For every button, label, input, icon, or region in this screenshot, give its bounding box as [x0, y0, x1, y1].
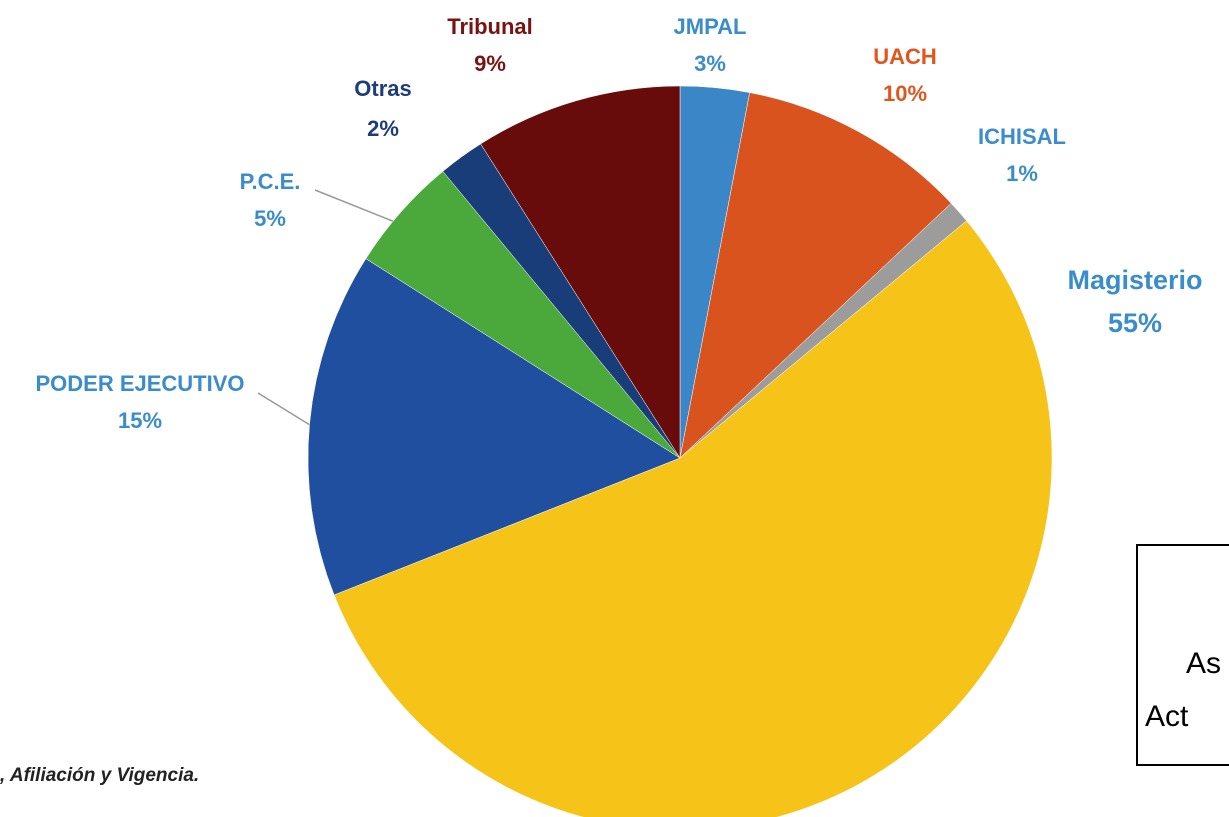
slice-value: 15% [118, 408, 162, 433]
slice-value: 5% [254, 206, 286, 231]
pie-slice [333, 220, 1053, 817]
slice-label: Magisterio [1067, 265, 1202, 295]
leader-line [314, 189, 396, 223]
source-note: , Afiliación y Vigencia. [0, 765, 199, 786]
slice-value: 1% [1006, 161, 1038, 186]
slice-label: P.C.E. [240, 169, 301, 194]
slice-value: 10% [883, 81, 927, 106]
pie-slice [307, 258, 681, 596]
slice-value: 3% [694, 51, 726, 76]
info-box [1136, 544, 1229, 766]
box-text: As [1186, 647, 1221, 680]
slice-value: 2% [367, 116, 399, 141]
slice-label: ICHISAL [978, 124, 1066, 149]
pie-slice [480, 85, 681, 459]
leader-line [257, 392, 311, 426]
slice-value: 9% [474, 51, 506, 76]
pie-slice [679, 92, 952, 459]
slice-label: PODER EJECUTIVO [35, 371, 244, 396]
slice-label: UACH [873, 44, 937, 69]
box-text: Act [1145, 700, 1189, 733]
slice-label: Otras [354, 76, 411, 101]
slice-value: 55% [1108, 308, 1162, 338]
slice-label: Tribunal [447, 14, 533, 39]
slice-label: JMPAL [674, 14, 747, 39]
